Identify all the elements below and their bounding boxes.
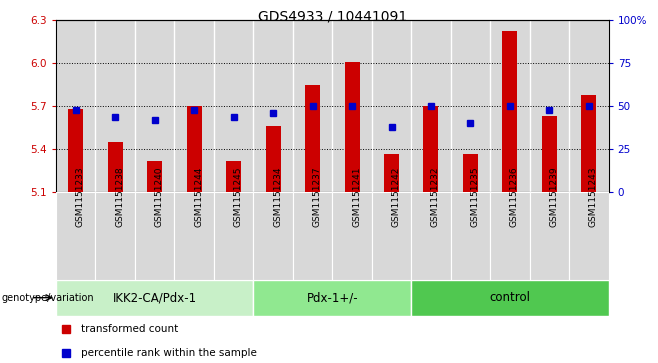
Bar xyxy=(411,20,451,192)
Bar xyxy=(451,20,490,192)
Bar xyxy=(266,126,280,192)
Bar xyxy=(95,192,135,280)
Bar xyxy=(384,154,399,192)
Bar xyxy=(530,192,569,280)
Text: GSM1151240: GSM1151240 xyxy=(155,167,164,227)
Text: transformed count: transformed count xyxy=(81,324,178,334)
Bar xyxy=(490,192,530,280)
Text: control: control xyxy=(490,291,530,304)
Text: GSM1151232: GSM1151232 xyxy=(431,167,440,227)
Bar xyxy=(56,192,95,280)
Text: GSM1151233: GSM1151233 xyxy=(76,166,85,227)
Bar xyxy=(332,20,372,192)
Text: genotype/variation: genotype/variation xyxy=(1,293,94,303)
Bar xyxy=(187,106,201,192)
Text: GSM1151242: GSM1151242 xyxy=(392,167,401,227)
Bar xyxy=(582,95,596,192)
Text: GSM1151243: GSM1151243 xyxy=(589,167,598,227)
Bar xyxy=(411,280,609,316)
Bar xyxy=(253,20,293,192)
Bar xyxy=(293,20,332,192)
Text: GSM1151237: GSM1151237 xyxy=(313,166,322,227)
Bar xyxy=(147,161,162,192)
Bar xyxy=(135,20,174,192)
Bar xyxy=(424,106,438,192)
Bar xyxy=(411,192,451,280)
Bar xyxy=(569,192,609,280)
Bar xyxy=(174,20,214,192)
Text: GSM1151236: GSM1151236 xyxy=(510,166,519,227)
Bar xyxy=(490,20,530,192)
Text: GSM1151238: GSM1151238 xyxy=(115,166,124,227)
Text: Pdx-1+/-: Pdx-1+/- xyxy=(307,291,358,304)
Text: GSM1151235: GSM1151235 xyxy=(470,166,480,227)
Bar xyxy=(372,192,411,280)
Bar xyxy=(451,192,490,280)
Bar xyxy=(56,20,95,192)
Text: GSM1151239: GSM1151239 xyxy=(549,166,559,227)
Text: GSM1151234: GSM1151234 xyxy=(273,167,282,227)
Bar xyxy=(253,280,411,316)
Bar xyxy=(95,20,135,192)
Bar xyxy=(332,192,372,280)
Bar xyxy=(530,20,569,192)
Bar xyxy=(226,161,241,192)
Bar xyxy=(68,109,83,192)
Bar xyxy=(56,280,253,316)
Bar xyxy=(569,20,609,192)
Text: GDS4933 / 10441091: GDS4933 / 10441091 xyxy=(258,9,407,23)
Text: IKK2-CA/Pdx-1: IKK2-CA/Pdx-1 xyxy=(113,291,197,304)
Bar xyxy=(293,192,332,280)
Bar xyxy=(135,192,174,280)
Text: GSM1151241: GSM1151241 xyxy=(352,167,361,227)
Bar xyxy=(214,192,253,280)
Bar xyxy=(108,142,122,192)
Text: GSM1151245: GSM1151245 xyxy=(234,167,243,227)
Bar xyxy=(345,62,359,192)
Bar xyxy=(174,192,214,280)
Text: GSM1151244: GSM1151244 xyxy=(194,167,203,227)
Bar xyxy=(372,20,411,192)
Bar xyxy=(305,85,320,192)
Text: percentile rank within the sample: percentile rank within the sample xyxy=(81,348,257,358)
Bar xyxy=(214,20,253,192)
Bar xyxy=(542,116,557,192)
Bar xyxy=(503,32,517,192)
Bar xyxy=(253,192,293,280)
Bar xyxy=(463,154,478,192)
